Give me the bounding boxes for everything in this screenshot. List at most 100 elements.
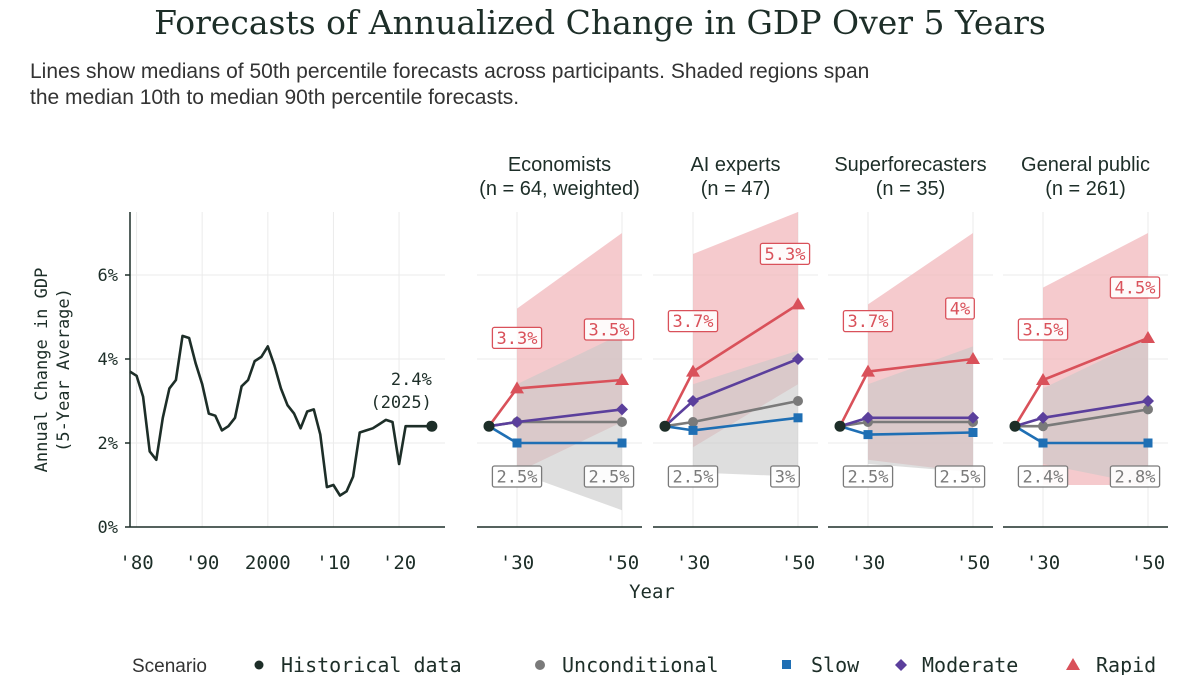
legend-label-historical: Historical data: [281, 653, 462, 675]
chart-subtitle-line-1: Lines show medians of 50th percentile fo…: [30, 60, 869, 83]
marker-slow-2050: [968, 428, 978, 437]
marker-rapid-2050: [791, 297, 805, 310]
legend-marker-slow: [782, 660, 791, 669]
label-rapid-2050-box: [759, 242, 811, 266]
label-rapid-2030: 3.3%: [497, 329, 538, 349]
legend-label-slow: Slow: [811, 653, 860, 675]
label-unconditional-2030: 2.4%: [1023, 468, 1064, 488]
band-unconditional: [868, 346, 973, 473]
marker-moderate-2030: [862, 411, 874, 424]
marker-unconditional-2050: [617, 417, 627, 427]
marker-slow-2030: [512, 438, 522, 448]
label-unconditional-2030: 2.5%: [673, 468, 714, 488]
legend-label-moderate: Moderate: [922, 653, 1018, 675]
panel-subtitle: (n = 64, weighted): [479, 178, 640, 200]
label-rapid-2050-box: [1109, 276, 1161, 299]
panel-title: Economists: [508, 154, 611, 176]
label-unconditional-2050-box: [583, 465, 635, 488]
panel-title: General public: [1021, 154, 1150, 176]
start-point-2025: [834, 420, 846, 432]
historical-annotation-year: (2025): [370, 393, 431, 413]
plot-layer: 0% 2% 4% 6% '80 '90 2000 '10 '20 2.4% (2025) Econom…: [98, 154, 1168, 574]
panel-x-tick-label: '50: [781, 552, 815, 574]
marker-slow-2030: [1038, 438, 1048, 448]
label-unconditional-2030-box: [667, 465, 719, 488]
marker-unconditional-2050: [793, 396, 803, 406]
label-unconditional-2030: 2.5%: [497, 468, 538, 488]
historical-annotation-value: 2.4%: [391, 370, 432, 390]
label-rapid-2050: 4%: [950, 300, 970, 320]
marker-moderate-2030: [1037, 411, 1049, 424]
legend-title: Scenario: [132, 656, 207, 675]
label-unconditional-2030-box: [491, 465, 543, 488]
panel-x-tick-label: '50: [605, 552, 639, 574]
panel-x-tick-label: '30: [1026, 552, 1060, 574]
label-rapid-2050-box: [945, 297, 975, 320]
marker-rapid-2030: [861, 364, 875, 377]
legend-marker-rapid: [1066, 658, 1080, 670]
hist-x-tick-label: '80: [119, 552, 153, 574]
label-unconditional-2050: 2.8%: [1115, 468, 1156, 488]
marker-rapid-2050: [1141, 331, 1155, 343]
panel-x-tick-label: '30: [500, 552, 534, 574]
label-rapid-2050: 4.5%: [1115, 279, 1156, 299]
label-rapid-2030-box: [667, 309, 719, 333]
legend-label-rapid: Rapid: [1096, 653, 1156, 675]
label-unconditional-2050: 2.5%: [589, 468, 630, 488]
label-rapid-2050: 3.5%: [589, 321, 630, 341]
panel-subtitle: (n = 261): [1045, 178, 1126, 200]
label-unconditional-2050-box: [934, 465, 986, 488]
historical-point-2025: [426, 420, 438, 432]
marker-moderate-2050: [616, 403, 628, 416]
marker-unconditional-2050: [1143, 404, 1153, 415]
marker-slow-2050: [793, 413, 803, 423]
label-rapid-2030-box: [842, 309, 894, 333]
marker-rapid-2030: [686, 364, 700, 377]
legend: Scenario Historical data Unconditional S…: [132, 653, 1156, 675]
panel-title: AI experts: [690, 154, 780, 176]
marker-rapid-2050: [966, 352, 980, 364]
label-rapid-2030-box: [1017, 318, 1069, 341]
label-unconditional-2030-box: [842, 465, 894, 488]
y-tick-label: 0%: [98, 518, 118, 538]
marker-unconditional-2030: [1038, 421, 1048, 432]
label-rapid-2030: 3.5%: [1023, 321, 1064, 341]
label-unconditional-2050-box: [770, 465, 800, 488]
y-tick-label: 4%: [98, 350, 118, 370]
marker-rapid-2030: [510, 381, 524, 394]
legend-marker-unconditional: [535, 660, 545, 670]
marker-slow-2050: [617, 438, 627, 448]
y-axis-label-line-2: (5-Year Average): [54, 288, 74, 452]
start-point-2025: [1009, 420, 1021, 432]
band-unconditional: [693, 350, 798, 477]
marker-slow-2030: [688, 425, 698, 435]
y-tick-label: 6%: [98, 266, 118, 286]
hist-x-tick-label: '90: [185, 552, 219, 574]
hist-x-tick-label: 2000: [245, 552, 291, 574]
marker-moderate-2050: [792, 353, 804, 365]
start-point-2025: [483, 420, 495, 432]
label-rapid-2030-box: [491, 326, 543, 350]
label-unconditional-2030: 2.5%: [848, 468, 889, 488]
label-unconditional-2050-box: [1109, 465, 1161, 488]
marker-moderate-2050: [967, 411, 979, 424]
label-rapid-2050: 5.3%: [765, 245, 806, 265]
y-tick-label: 2%: [98, 434, 118, 454]
marker-moderate-2030: [511, 416, 523, 428]
marker-moderate-2050: [1142, 395, 1154, 407]
panel-x-tick-label: '30: [676, 552, 710, 574]
band-unconditional: [1043, 338, 1148, 485]
panel-x-tick-label: '50: [956, 552, 990, 574]
marker-moderate-2030: [687, 395, 699, 407]
x-axis-label: Year: [629, 581, 675, 603]
panel-x-tick-label: '50: [1131, 552, 1165, 574]
panel-subtitle: (n = 47): [701, 178, 770, 200]
label-rapid-2030: 3.7%: [673, 312, 714, 332]
marker-unconditional-2030: [688, 417, 698, 427]
panel-title: Superforecasters: [834, 154, 986, 176]
historical-line: [129, 334, 432, 497]
legend-marker-historical: [254, 660, 264, 670]
start-point-2025: [659, 420, 671, 432]
label-rapid-2050-box: [583, 318, 635, 341]
label-unconditional-2050: 2.5%: [940, 468, 981, 488]
